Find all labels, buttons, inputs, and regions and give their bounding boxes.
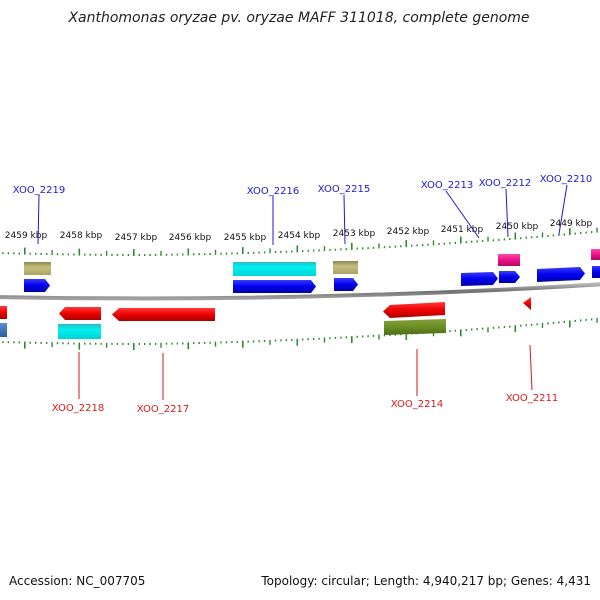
- scale-label: 2455 kbp: [224, 233, 267, 243]
- leader-line: [558, 184, 568, 235]
- leader-line: [37, 194, 40, 245]
- scale-label: 2458 kbp: [60, 231, 103, 241]
- feature-track-inner: [0, 319, 446, 339]
- feature-block[interactable]: [24, 262, 51, 275]
- gene-label[interactable]: XOO_2217: [137, 404, 189, 415]
- label-leaders-bottom: [78, 344, 533, 400]
- scale-label: 2457 kbp: [115, 233, 158, 243]
- gene-label[interactable]: XOO_2215: [318, 184, 370, 195]
- scale-label: 2459 kbp: [5, 231, 48, 241]
- scale-label: 2454 kbp: [278, 231, 321, 241]
- gene-labels-bottom: XOO_2218 XOO_2217 XOO_2214 XOO_2211: [52, 393, 558, 415]
- label-leaders-top: [37, 184, 568, 245]
- gene-arrow[interactable]: [334, 278, 358, 291]
- scale-label: 2452 kbp: [387, 227, 430, 237]
- scale-label: 2449 kbp: [550, 219, 593, 229]
- gene-arrow[interactable]: [461, 272, 498, 286]
- scale-label: 2453 kbp: [333, 229, 376, 239]
- gene-arrow[interactable]: [112, 308, 215, 321]
- gene-labels-top: XOO_2219 XOO_2216 XOO_2215 XOO_2213 XOO_…: [13, 174, 592, 197]
- scale-labels: 2459 kbp 2458 kbp 2457 kbp 2456 kbp 2455…: [5, 219, 593, 243]
- gene-label[interactable]: XOO_2214: [391, 399, 443, 410]
- gene-arrow[interactable]: [537, 267, 585, 282]
- feature-track-outer: [24, 249, 600, 276]
- gene-arrow[interactable]: [592, 266, 600, 278]
- accession-text: Accession: NC_007705: [9, 574, 146, 588]
- gene-arrow[interactable]: [0, 306, 7, 319]
- cds-track-forward: [24, 266, 600, 293]
- scale-ticks-inner: [2, 317, 598, 350]
- gene-label[interactable]: XOO_2218: [52, 403, 104, 414]
- feature-block[interactable]: [384, 319, 446, 335]
- feature-block[interactable]: [233, 262, 316, 276]
- scale-label: 2451 kbp: [441, 225, 484, 235]
- topology-text: Topology: circular; Length: 4,940,217 bp…: [261, 574, 591, 588]
- feature-block[interactable]: [58, 324, 101, 339]
- gene-arrow[interactable]: [523, 297, 531, 310]
- gene-label[interactable]: XOO_2212: [479, 178, 531, 189]
- feature-block[interactable]: [0, 323, 7, 337]
- cds-track-reverse: [0, 297, 531, 321]
- scale-ticks-outer: [2, 227, 598, 256]
- leader-line: [505, 188, 509, 238]
- leader-line: [445, 190, 480, 239]
- feature-block[interactable]: [498, 254, 520, 266]
- map-title: Xanthomonas oryzae pv. oryzae MAFF 31101…: [67, 10, 529, 26]
- leader-line: [343, 194, 346, 245]
- scale-label: 2450 kbp: [496, 222, 539, 232]
- leader-line: [529, 344, 533, 391]
- gene-label[interactable]: XOO_2211: [506, 393, 558, 404]
- gene-arrow[interactable]: [233, 280, 316, 293]
- gene-arrow[interactable]: [59, 307, 101, 320]
- gene-arrow[interactable]: [24, 279, 50, 292]
- genome-backbone: [0, 282, 600, 301]
- gene-label[interactable]: XOO_2210: [540, 174, 592, 185]
- scale-label: 2456 kbp: [169, 233, 212, 243]
- feature-block[interactable]: [333, 261, 358, 274]
- gene-label[interactable]: XOO_2219: [13, 185, 65, 196]
- feature-block[interactable]: [591, 249, 600, 260]
- gene-label[interactable]: XOO_2213: [421, 180, 473, 191]
- gene-arrow[interactable]: [499, 271, 520, 283]
- gene-label[interactable]: XOO_2216: [247, 186, 299, 197]
- gene-arrow[interactable]: [383, 302, 445, 318]
